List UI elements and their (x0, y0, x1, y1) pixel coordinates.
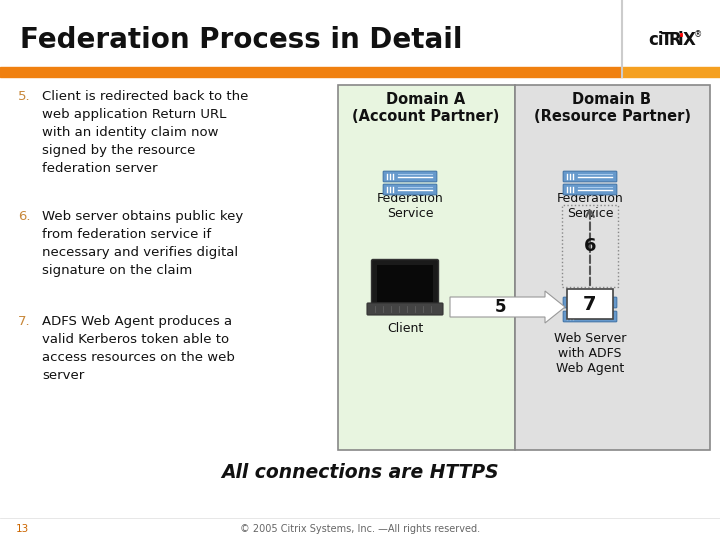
Text: X: X (683, 31, 696, 49)
FancyBboxPatch shape (372, 260, 438, 307)
Text: Federation
Service: Federation Service (557, 192, 624, 220)
Text: 6: 6 (584, 237, 596, 255)
Text: © 2005 Citrix Systems, Inc. —All rights reserved.: © 2005 Citrix Systems, Inc. —All rights … (240, 524, 480, 534)
Text: Federation Process in Detail: Federation Process in Detail (20, 26, 462, 54)
FancyBboxPatch shape (383, 184, 437, 195)
FancyBboxPatch shape (367, 303, 443, 315)
Bar (515, 85, 710, 450)
FancyBboxPatch shape (563, 297, 617, 308)
Bar (338, 85, 515, 450)
Bar (377, 265, 433, 302)
Text: ADFS Web Agent produces a
valid Kerberos token able to
access resources on the w: ADFS Web Agent produces a valid Kerberos… (42, 315, 235, 382)
Text: Client is redirected back to the
web application Return URL
with an identity cla: Client is redirected back to the web app… (42, 90, 248, 175)
Text: Web server obtains public key
from federation service if
necessary and verifies : Web server obtains public key from feder… (42, 210, 243, 277)
FancyBboxPatch shape (563, 171, 617, 182)
Text: Domain A
(Account Partner): Domain A (Account Partner) (352, 92, 500, 124)
FancyArrow shape (450, 291, 565, 323)
Text: R: R (669, 31, 682, 49)
FancyBboxPatch shape (567, 289, 613, 319)
FancyBboxPatch shape (563, 311, 617, 322)
Text: Domain B
(Resource Partner): Domain B (Resource Partner) (534, 92, 690, 124)
Text: 5: 5 (494, 298, 505, 316)
Text: 13: 13 (16, 524, 30, 534)
Text: 7.: 7. (18, 315, 31, 328)
Text: Client: Client (387, 322, 423, 335)
Text: ci: ci (648, 31, 664, 49)
Text: i: i (678, 31, 683, 49)
Bar (0, 67, 622, 77)
Text: ®: ® (694, 30, 702, 39)
Text: T: T (661, 31, 672, 49)
Text: 5.: 5. (18, 90, 31, 103)
FancyBboxPatch shape (383, 171, 437, 182)
Text: Web Server
with ADFS
Web Agent: Web Server with ADFS Web Agent (554, 332, 626, 375)
Bar (622, 67, 720, 77)
Text: 7: 7 (583, 294, 597, 314)
Text: All connections are HTTPS: All connections are HTTPS (221, 462, 499, 482)
Text: 6.: 6. (18, 210, 30, 223)
Text: Federation
Service: Federation Service (377, 192, 444, 220)
Bar (0, 518, 720, 540)
FancyBboxPatch shape (563, 184, 617, 195)
